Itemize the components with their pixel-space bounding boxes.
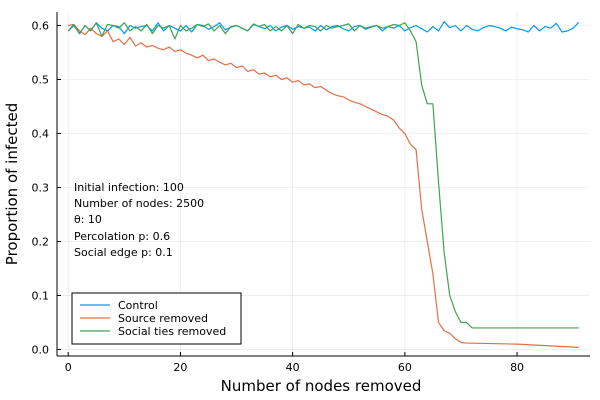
x-tick-label: 0 xyxy=(65,361,72,374)
y-tick-label: 0.2 xyxy=(32,236,50,249)
series-line-source-removed xyxy=(68,23,579,348)
x-tick-label: 20 xyxy=(173,361,187,374)
y-tick-label: 0.4 xyxy=(32,128,50,141)
x-tick-label: 60 xyxy=(398,361,412,374)
y-tick-label: 0.3 xyxy=(32,182,50,195)
y-axis-label: Proportion of infected xyxy=(3,103,21,265)
y-tick-label: 0.0 xyxy=(32,344,50,357)
legend-label-source-removed: Source removed xyxy=(118,312,208,325)
legend-label-social-ties-removed: Social ties removed xyxy=(118,325,226,338)
legend: Control Source removed Social ties remov… xyxy=(71,292,242,345)
series-line-social-ties-removed xyxy=(67,22,579,329)
x-axis-label: Number of nodes removed xyxy=(221,377,422,395)
tick-labels: 0 20 40 60 80 0.0 0.1 0.2 0.3 0.4 0.5 0.6 xyxy=(32,20,525,374)
y-tick-label: 0.6 xyxy=(32,20,50,33)
annotation-theta: θ: 10 xyxy=(74,213,102,226)
grid-lines xyxy=(57,12,590,356)
series-lines xyxy=(67,21,580,348)
annotation-percolation-p: Percolation p: 0.6 xyxy=(74,230,170,243)
annotation-initial-infection: Initial infection: 100 xyxy=(74,181,184,194)
legend-label-control: Control xyxy=(118,299,158,312)
annotation-social-edge-p: Social edge p: 0.1 xyxy=(74,246,173,259)
annotation-block: Initial infection: 100 Number of nodes: … xyxy=(74,181,204,259)
annotation-number-of-nodes: Number of nodes: 2500 xyxy=(74,197,204,210)
x-tick-label: 40 xyxy=(286,361,300,374)
y-tick-label: 0.5 xyxy=(32,74,50,87)
axes xyxy=(56,12,590,357)
y-tick-label: 0.1 xyxy=(32,290,50,303)
x-tick-label: 80 xyxy=(510,361,524,374)
